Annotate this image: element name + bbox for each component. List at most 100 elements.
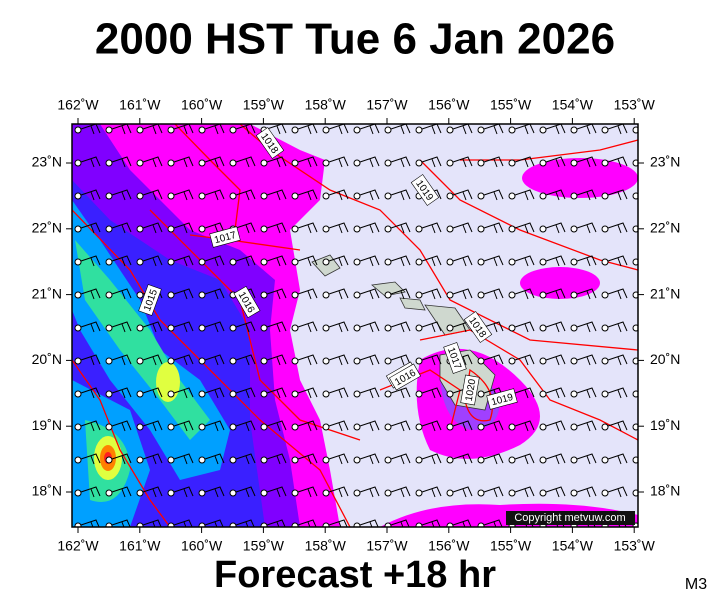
barb [263, 255, 287, 267]
map-area: 1018101910171016101510161018101710161020… [72, 124, 638, 527]
station [570, 225, 578, 233]
barb [294, 453, 318, 465]
barb [635, 260, 638, 263]
lon-label: 154˚W [552, 97, 594, 113]
station [260, 291, 268, 299]
lon-label: 153˚W [614, 97, 656, 113]
barb [480, 124, 504, 135]
station [74, 456, 82, 464]
lon-label: 156˚W [428, 538, 470, 554]
station [446, 126, 454, 134]
station [136, 291, 144, 299]
station [291, 291, 299, 299]
barb [480, 453, 504, 465]
barb [108, 321, 132, 333]
station [105, 357, 113, 365]
station [570, 192, 578, 200]
lat-label: 23˚N [32, 154, 62, 170]
barb [573, 288, 597, 300]
barb [387, 124, 411, 135]
barb [77, 453, 101, 465]
station [136, 192, 144, 200]
station [384, 456, 392, 464]
barb [449, 124, 473, 135]
lon-label: 161˚W [119, 538, 161, 554]
barb [480, 288, 504, 300]
station [260, 522, 268, 527]
barb [635, 524, 638, 527]
barb [77, 420, 101, 432]
barb [542, 222, 566, 234]
barb [232, 387, 256, 399]
barb [387, 453, 411, 465]
station [415, 456, 423, 464]
station [570, 324, 578, 332]
station [446, 390, 454, 398]
station [632, 489, 638, 497]
barb [511, 288, 535, 300]
barb [511, 124, 535, 135]
barb [77, 222, 101, 234]
station [74, 324, 82, 332]
barb [511, 321, 535, 333]
barb [418, 321, 442, 333]
barb [232, 420, 256, 432]
barb [449, 420, 473, 432]
barb [449, 255, 473, 267]
lat-label: 20˚N [32, 351, 62, 367]
station [601, 324, 609, 332]
station [198, 126, 206, 134]
barb [108, 486, 132, 498]
station [229, 357, 237, 365]
station [322, 258, 330, 266]
barb [480, 420, 504, 432]
barb [294, 321, 318, 333]
station [601, 456, 609, 464]
station [198, 423, 206, 431]
barb [170, 354, 194, 366]
station [291, 390, 299, 398]
station [198, 159, 206, 167]
station [508, 291, 516, 299]
station [446, 456, 454, 464]
station [384, 159, 392, 167]
barb [480, 486, 504, 498]
station [167, 291, 175, 299]
barb [263, 321, 287, 333]
station [539, 192, 547, 200]
isobars [72, 124, 638, 527]
barb [263, 387, 287, 399]
station [539, 357, 547, 365]
title: 2000 HST Tue 6 Jan 2026 [95, 15, 615, 64]
barb [294, 387, 318, 399]
station [322, 159, 330, 167]
isobar-label: 1020 [460, 374, 480, 406]
station [322, 192, 330, 200]
barb [170, 189, 194, 201]
barb [263, 222, 287, 234]
station [415, 159, 423, 167]
station [539, 489, 547, 497]
station [136, 324, 144, 332]
copyright-box [506, 511, 635, 525]
station [322, 390, 330, 398]
barb [108, 189, 132, 201]
station [229, 258, 237, 266]
barb [356, 156, 380, 168]
station [539, 291, 547, 299]
station [136, 390, 144, 398]
barb [201, 288, 225, 300]
station [322, 324, 330, 332]
station [229, 423, 237, 431]
barb [263, 453, 287, 465]
station [198, 225, 206, 233]
station [229, 489, 237, 497]
model-label: M3 [685, 576, 707, 593]
barb [356, 354, 380, 366]
station [477, 258, 485, 266]
lat-label: 18˚N [650, 483, 680, 499]
barb [418, 453, 442, 465]
barb [604, 189, 628, 201]
barb [201, 189, 225, 201]
barb [201, 486, 225, 498]
